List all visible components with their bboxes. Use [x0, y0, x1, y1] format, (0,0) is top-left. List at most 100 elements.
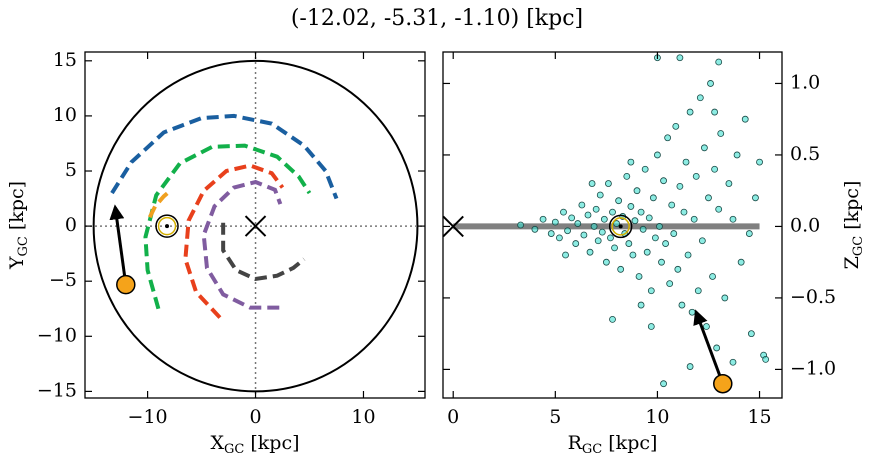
star-point [539, 215, 547, 223]
star-point [711, 108, 719, 116]
xlabel-unit: [kpc] [244, 432, 299, 454]
star-point [715, 58, 723, 66]
star-point [578, 201, 586, 209]
spiral-arm [183, 163, 285, 319]
spiral-arm [221, 222, 306, 282]
star-point [631, 217, 639, 225]
star-point [715, 205, 723, 213]
ylabel-sub: GC [16, 236, 31, 256]
star-point [711, 165, 719, 173]
star-point [656, 223, 663, 230]
y-tick-label: −0.5 [790, 286, 836, 308]
velocity-arrow [693, 309, 725, 385]
xlabel-unit: [kpc] [602, 432, 657, 454]
star-point [686, 108, 694, 116]
star-point [668, 201, 676, 209]
spiral-arm [147, 188, 173, 219]
star-point [654, 151, 661, 159]
star-point [568, 214, 576, 222]
star-point [725, 180, 733, 187]
star-point [641, 165, 649, 173]
star-point [688, 308, 696, 316]
star-point [588, 180, 596, 187]
y-tick-label: −10 [37, 324, 77, 346]
y-tick-label: 0 [65, 214, 77, 236]
ylabel: YGC [kpc] [6, 181, 31, 270]
xlabel-sub: GC [582, 442, 602, 457]
xlabel: XGC [kpc] [210, 432, 299, 457]
ylabel: ZGC [kpc] [841, 181, 866, 270]
x-tick-label: 10 [645, 406, 669, 428]
star-point [649, 194, 657, 202]
spiral-arm [110, 113, 339, 200]
star-point [556, 234, 563, 242]
sun-dot [618, 224, 623, 229]
star-point [586, 248, 594, 256]
ylabel-unit: [kpc] [841, 181, 863, 236]
star-point [705, 194, 712, 202]
star-point [551, 218, 559, 226]
xlabel: RGC [kpc] [568, 432, 658, 457]
star-point [605, 180, 612, 187]
y-tick-label: 0.5 [790, 143, 820, 165]
star-point [670, 230, 678, 237]
star-point [733, 151, 741, 159]
star-point [645, 214, 653, 222]
star-point [698, 237, 706, 245]
star-point [684, 251, 692, 259]
axes-frame [84, 51, 426, 399]
ylabel-main: Y [6, 256, 28, 270]
star-point [729, 358, 737, 366]
star-point [672, 122, 680, 130]
y-tick-label: −5 [49, 269, 77, 291]
star-point [647, 287, 655, 295]
star-point [678, 301, 686, 309]
star-point [580, 231, 588, 239]
star-point [594, 237, 602, 245]
ylabel-sub: GC [851, 236, 866, 256]
spiral-arm [143, 143, 312, 310]
star-point [627, 203, 635, 210]
star-point [602, 258, 610, 266]
star-point [609, 208, 616, 216]
star-point [633, 187, 641, 195]
star-point [617, 265, 625, 273]
galactic-center [244, 215, 267, 237]
star-point [635, 273, 643, 280]
star-point [721, 294, 729, 302]
star-point [562, 251, 569, 259]
xlabel-main: X [210, 432, 224, 454]
star-point [600, 215, 608, 223]
y-tick-label: −1.0 [790, 357, 836, 379]
ylabel-unit: [kpc] [6, 181, 28, 236]
target-star [116, 274, 136, 295]
star-point [662, 240, 669, 247]
star-point [574, 220, 582, 227]
sun-outer [608, 214, 633, 239]
ylabel-main: Z [841, 256, 863, 269]
star-point [598, 228, 606, 236]
star-point [658, 258, 665, 266]
star-point [547, 230, 555, 237]
star-point [592, 205, 600, 213]
star-point [717, 130, 725, 137]
star-point [729, 215, 737, 223]
star-point [756, 158, 763, 166]
star-point [651, 234, 659, 242]
plot-area [453, 54, 770, 388]
spiral-arm [201, 179, 283, 310]
y-tick-label: 0.0 [790, 214, 820, 236]
star-point [607, 234, 614, 242]
star-point [709, 273, 716, 280]
star-point [564, 227, 571, 235]
star-point [637, 301, 645, 309]
star-point [531, 225, 539, 233]
star-point [613, 220, 620, 227]
x-tick-label: 5 [549, 406, 561, 428]
star-point [700, 144, 708, 152]
star-point [660, 380, 667, 388]
y-tick-label: 5 [65, 159, 77, 181]
star-point [517, 221, 525, 229]
star-point [762, 355, 770, 363]
